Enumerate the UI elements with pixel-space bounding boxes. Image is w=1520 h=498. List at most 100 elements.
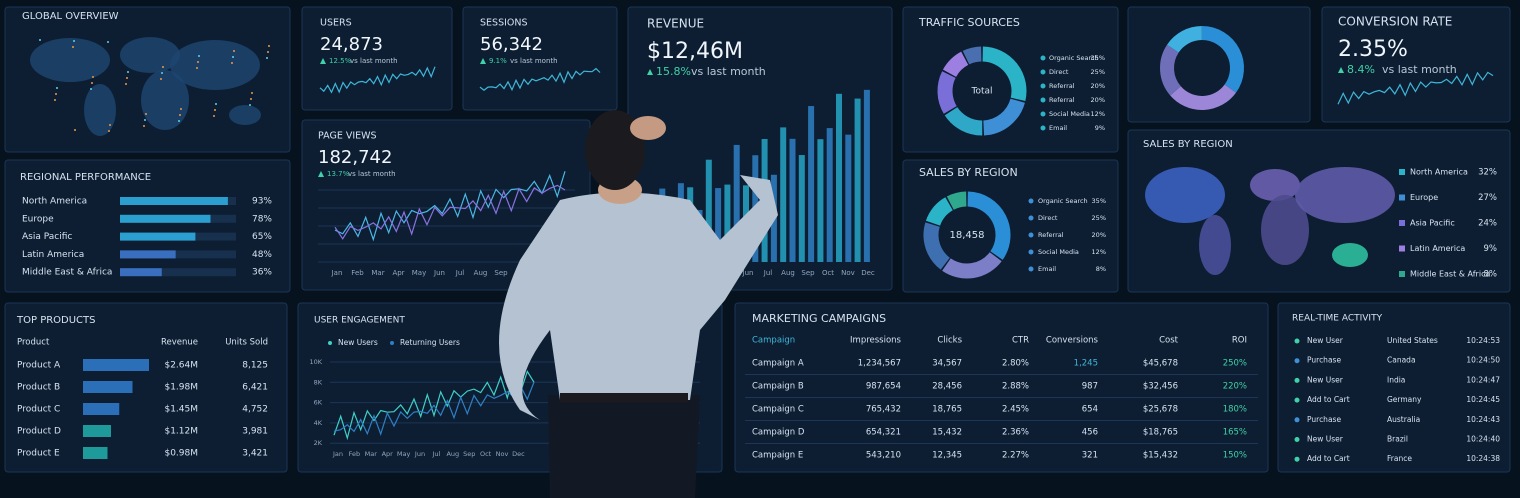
x-tick-label: Nov — [496, 450, 509, 458]
table-cell: 34,567 — [932, 359, 962, 369]
map-dot — [72, 46, 74, 48]
donut-ring — [1160, 44, 1182, 96]
x-tick-label: Jun — [414, 450, 425, 458]
kpi-value: 56,342 — [480, 34, 543, 55]
legend-dot — [1040, 69, 1046, 75]
map-continent — [120, 37, 180, 73]
table-cell: 1,234,567 — [858, 359, 901, 369]
x-tick-label: Jul — [763, 269, 773, 277]
map-region — [1332, 243, 1368, 267]
x-tick-label: Nov — [841, 269, 855, 277]
table-cell: 28,456 — [932, 382, 962, 392]
donut-segment — [942, 51, 969, 78]
table-header: Impressions — [850, 336, 902, 346]
legend-label: Returning Users — [400, 338, 460, 347]
table-header: Campaign — [752, 336, 795, 346]
event: Add to Cart — [1307, 395, 1350, 404]
x-tick-label: Feb — [351, 269, 364, 277]
legend-value: 12% — [1092, 248, 1106, 256]
bar — [83, 359, 149, 371]
legend-label: Asia Pacific — [1410, 219, 1455, 228]
donut-center: Total — [970, 87, 992, 97]
map-dot — [266, 57, 268, 59]
map-dot — [162, 66, 164, 68]
donut-segment — [982, 46, 1027, 101]
status-dot — [1294, 338, 1300, 344]
row-label: Asia Pacific — [22, 232, 72, 242]
donut-segment — [923, 222, 951, 270]
map-dot — [143, 125, 145, 127]
map-region — [1199, 215, 1231, 275]
bar — [120, 268, 162, 277]
kpi-note: vs last month — [510, 57, 558, 65]
table-cell: Campaign A — [752, 359, 804, 369]
sparkline — [334, 184, 566, 240]
row-label: Latin America — [22, 250, 84, 260]
revenue-value: $1.98M — [164, 383, 198, 393]
table-header: Cost — [1159, 336, 1179, 346]
map-continent — [170, 40, 260, 90]
table-cell: 15,432 — [932, 428, 962, 438]
legend-dot — [1040, 97, 1046, 103]
up-arrow — [320, 58, 326, 64]
donut-segment — [967, 191, 1011, 260]
map-region — [1295, 167, 1395, 223]
up-arrow — [318, 171, 324, 177]
legend-label: Europe — [1410, 193, 1438, 202]
revenue-bar — [715, 188, 722, 262]
panel-title: REAL-TIME ACTIVITY — [1292, 314, 1383, 324]
table-cell: $15,432 — [1143, 451, 1178, 461]
x-tick-label: Dec — [512, 450, 525, 458]
x-tick-label: Jan — [332, 450, 343, 458]
legend-value: 25% — [1091, 68, 1105, 76]
map-dot — [108, 130, 110, 132]
time: 10:24:53 — [1466, 336, 1500, 345]
value-label: 36% — [252, 268, 272, 278]
sparkline — [479, 67, 601, 92]
panel-title: USER ENGAGEMENT — [314, 316, 405, 326]
table-header: CTR — [1012, 336, 1029, 346]
value-label: 48% — [252, 250, 272, 260]
legend-label: Referral — [1049, 96, 1075, 104]
map-dot — [145, 113, 147, 115]
legend-value: 12% — [1091, 110, 1105, 118]
x-tick-label: Jun — [742, 269, 754, 277]
legend-dot — [1040, 55, 1046, 61]
map-dot — [215, 103, 217, 105]
status-dot — [1294, 456, 1300, 462]
table-cell: 2.80% — [1002, 359, 1029, 369]
x-tick-label: Mar — [371, 269, 384, 277]
table-cell: 321 — [1082, 451, 1098, 461]
map-dot — [54, 99, 56, 101]
sparkline — [333, 381, 535, 436]
kpi-change: 13.7% — [327, 170, 350, 178]
table-cell: 543,210 — [866, 451, 901, 461]
kpi-value: 2.35% — [1338, 37, 1408, 62]
event: Purchase — [1307, 356, 1341, 365]
legend-label: New Users — [338, 338, 378, 347]
legend-dot — [1040, 83, 1046, 89]
legend-label: Social Media — [1038, 248, 1079, 256]
y-tick-label: 8K — [314, 378, 323, 386]
sparkline — [1337, 71, 1494, 105]
kpi-note: vs last month — [350, 57, 398, 65]
legend-swatch — [1399, 245, 1405, 252]
panel — [4, 159, 291, 293]
map-dot — [109, 124, 111, 126]
map-dot — [56, 87, 58, 89]
table-cell: 180% — [1223, 405, 1247, 415]
map-dot — [91, 82, 93, 84]
country: France — [1387, 454, 1412, 463]
map-region — [1145, 167, 1225, 223]
table-cell: 1,245 — [1074, 359, 1098, 369]
y-tick-label: 6K — [314, 399, 323, 407]
y-tick-label: 4K — [314, 419, 323, 427]
person-shirt — [499, 175, 778, 420]
panel-title: TRAFFIC SOURCES — [918, 16, 1020, 29]
kpi-title: CONVERSION RATE — [1338, 15, 1452, 29]
donut-segment — [944, 106, 983, 136]
sparkline — [333, 369, 535, 441]
revenue-bar — [826, 128, 833, 262]
status-dot — [1294, 417, 1300, 423]
panel — [1277, 302, 1511, 473]
